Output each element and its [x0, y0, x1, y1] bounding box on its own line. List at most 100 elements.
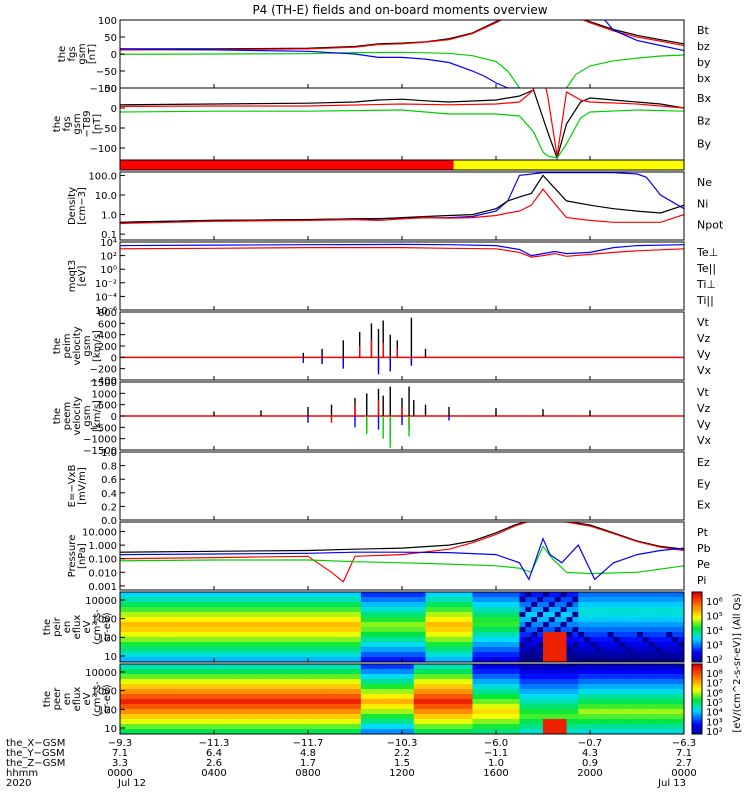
- spectro-cell: [619, 719, 626, 725]
- spectro-cell: [554, 684, 562, 690]
- spectro-cell: [249, 612, 256, 618]
- spectro-cell: [313, 642, 321, 648]
- spectro-cell: [672, 657, 679, 662]
- spectro-cell: [120, 674, 127, 680]
- spectro-cell: [266, 627, 274, 633]
- spectro-cell: [513, 684, 521, 690]
- spectro-cell: [648, 664, 656, 670]
- spectro-cell: [631, 729, 638, 734]
- spectro-cell: [231, 704, 239, 710]
- spectro-cell: [120, 657, 127, 662]
- spectro-cell: [496, 652, 503, 658]
- spectro-cell: [255, 724, 262, 730]
- spectro-cell: [496, 699, 503, 705]
- spectro-cell: [537, 597, 544, 603]
- colorbar-cell: [692, 638, 702, 642]
- spectro-cell: [590, 684, 597, 690]
- spectro-cell: [425, 719, 432, 725]
- spectro-cell: [531, 674, 538, 680]
- spectro-cell: [302, 607, 309, 613]
- spectro-cell: [625, 637, 632, 643]
- spectro-cell: [466, 632, 474, 638]
- spectro-cell: [237, 612, 244, 618]
- spectro-cell: [642, 647, 650, 653]
- spectro-cell: [507, 652, 515, 658]
- spectro-cell: [431, 657, 438, 662]
- spectro-cell: [143, 642, 150, 648]
- spectro-cell: [654, 724, 662, 730]
- spectro-cell: [131, 657, 139, 662]
- spectro-cell: [525, 642, 532, 648]
- spectro-cell: [631, 674, 638, 680]
- spectro-cell: [372, 622, 380, 628]
- spectro-cell: [472, 724, 479, 730]
- spectro-cell: [384, 669, 391, 675]
- spectro-cell: [355, 602, 362, 608]
- spectro-cell: [666, 724, 673, 730]
- spectro-cell: [560, 689, 568, 695]
- spectro-cell: [490, 724, 497, 730]
- spectro-cell: [490, 652, 497, 658]
- spectro-cell: [290, 637, 297, 643]
- spectro-cell: [225, 724, 233, 730]
- spectro-cell: [366, 719, 374, 725]
- spectro-cell: [290, 622, 297, 628]
- spectro-cell: [484, 694, 491, 700]
- spectro-cell: [666, 627, 673, 633]
- spectro-cell: [384, 689, 391, 695]
- spectro-cell: [284, 704, 291, 710]
- colorbar-cell: [692, 664, 702, 667]
- spectro-cell: [490, 642, 497, 648]
- spectro-cell: [284, 622, 291, 628]
- spectro-cell: [178, 724, 186, 730]
- spectro-cell: [125, 689, 133, 695]
- spectro-cell: [208, 602, 215, 608]
- spectro-cell: [167, 664, 174, 670]
- spectro-cell: [419, 729, 427, 734]
- spectro-cell: [590, 704, 597, 710]
- colorbar-tick: 10⁶: [706, 688, 723, 699]
- spectro-cell: [172, 642, 180, 648]
- ytick-label: 100: [98, 633, 117, 644]
- spectro-cell: [584, 622, 591, 628]
- spectro-cell: [355, 719, 362, 725]
- spectro-cell: [384, 684, 391, 690]
- spectro-cell: [413, 632, 421, 638]
- spectro-cell: [413, 694, 421, 700]
- spectro-cell: [519, 602, 526, 608]
- spectro-cell: [390, 617, 397, 623]
- spectro-cell: [219, 617, 227, 623]
- spectro-cell: [167, 669, 174, 675]
- spectro-cell: [237, 617, 244, 623]
- spectro-cell: [331, 612, 338, 618]
- spectro-cell: [290, 714, 297, 720]
- legend-fgs-bz: bz: [697, 40, 710, 53]
- spectro-cell: [554, 679, 562, 685]
- spectro-cell: [454, 612, 462, 618]
- spectro-cell: [172, 607, 180, 613]
- spectro-cell: [331, 724, 338, 730]
- spectro-cell: [443, 719, 450, 725]
- spectro-cell: [660, 657, 667, 662]
- legend-peim-vel-Vy: Vy: [697, 348, 711, 361]
- spectro-cell: [613, 674, 620, 680]
- spectro-cell: [255, 709, 262, 715]
- spectro-cell: [413, 592, 421, 598]
- spectro-cell: [378, 689, 385, 695]
- spectro-cell: [290, 674, 297, 680]
- spectro-cell: [519, 719, 526, 725]
- spectro-cell: [566, 669, 573, 675]
- spectro-cell: [625, 647, 632, 653]
- spectro-cell: [531, 627, 538, 633]
- spectro-cell: [607, 627, 615, 633]
- spectro-cell: [237, 724, 244, 730]
- spectro-cell: [419, 602, 427, 608]
- spectro-cell: [237, 597, 244, 603]
- spectro-cell: [231, 642, 239, 648]
- spectro-cell: [431, 669, 438, 675]
- spectro-cell: [519, 664, 526, 670]
- spectro-cell: [431, 597, 438, 603]
- spectro-cell: [443, 694, 450, 700]
- spectro-cell: [372, 607, 380, 613]
- legend-fgs-dip-Bz: Bz: [697, 115, 711, 128]
